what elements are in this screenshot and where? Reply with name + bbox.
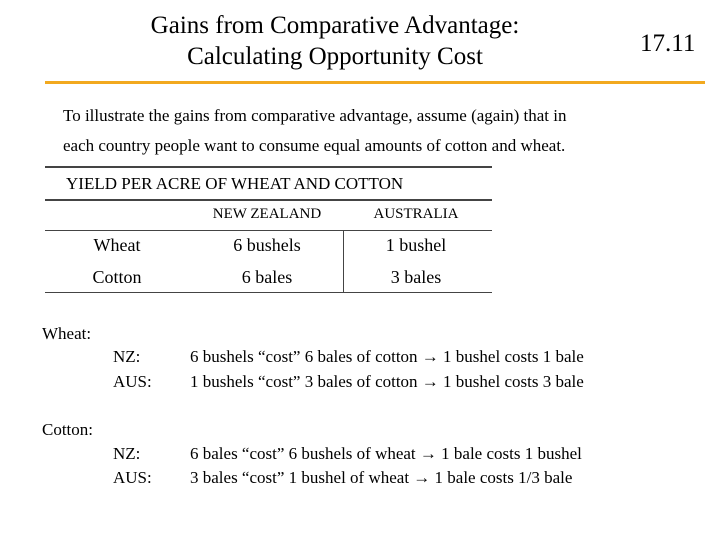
slide-title: Gains from Comparative Advantage: Calcul…	[100, 10, 570, 72]
column-header: AUSTRALIA	[373, 206, 459, 222]
note-text: 6 bushels “cost” 6 bales of cotton → 1 b…	[190, 347, 584, 366]
table-divider	[343, 230, 344, 292]
title-line: Calculating Opportunity Cost	[187, 43, 483, 70]
note-country: NZ:	[113, 347, 141, 366]
note-country: AUS:	[113, 468, 152, 487]
table-rule	[45, 292, 492, 293]
note-country: AUS:	[113, 372, 152, 391]
note-heading: Cotton:	[42, 420, 94, 439]
title-line: Gains from Comparative Advantage:	[150, 12, 520, 39]
table-cell: 6 bales	[241, 267, 293, 287]
note-text: 3 bales “cost” 1 bushel of wheat → 1 bal…	[190, 468, 573, 487]
title-rule	[45, 81, 705, 84]
table-cell: 1 bushel	[385, 235, 447, 255]
table-cell: 3 bales	[390, 267, 442, 287]
table-cell: 6 bushels	[233, 235, 301, 255]
note-text: 6 bales “cost” 6 bushels of wheat → 1 ba…	[190, 444, 582, 463]
slide-number: 17.11	[640, 30, 696, 57]
note-country: NZ:	[113, 444, 141, 463]
intro-line: each country people want to consume equa…	[63, 136, 566, 155]
note-text: 1 bushels “cost” 3 bales of cotton → 1 b…	[190, 372, 584, 391]
table-title-bar	[45, 166, 492, 201]
table-title: YIELD PER ACRE OF WHEAT AND COTTON	[66, 174, 404, 193]
table-rule	[45, 230, 492, 231]
table-cell: Wheat	[93, 235, 141, 255]
column-header: NEW ZEALAND	[212, 206, 322, 222]
note-heading: Wheat:	[42, 324, 92, 343]
intro-line: To illustrate the gains from comparative…	[63, 106, 567, 125]
table-cell: Cotton	[92, 267, 142, 287]
